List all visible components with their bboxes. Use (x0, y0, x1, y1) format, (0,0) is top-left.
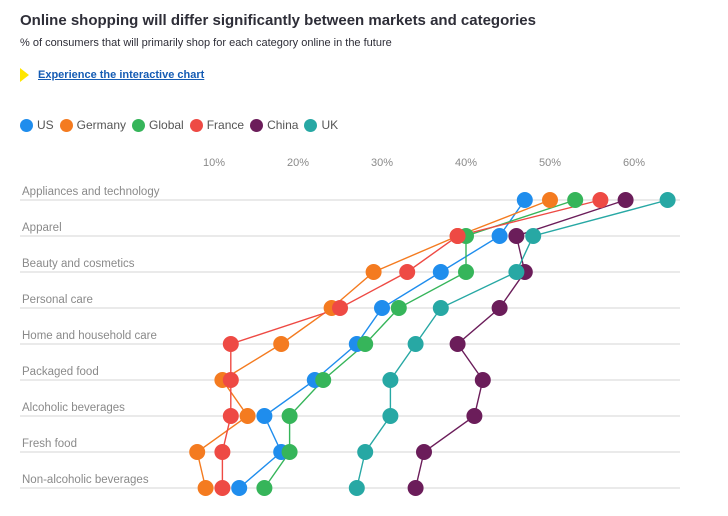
x-tick-label: 10% (203, 157, 225, 169)
data-point-germany (197, 480, 214, 496)
category-label: Apparel (22, 222, 62, 234)
x-tick-label: 30% (371, 157, 393, 169)
data-point-us (491, 228, 508, 244)
data-point-global (390, 300, 407, 316)
play-arrow-icon (20, 68, 29, 82)
data-point-germany (365, 264, 382, 280)
legend-item-france[interactable]: France (189, 118, 245, 132)
data-point-us (374, 300, 390, 316)
data-point-uk (348, 480, 365, 496)
legend-dot (59, 118, 73, 132)
legend-dot (304, 118, 318, 132)
data-point-france (222, 336, 239, 352)
data-point-china (407, 480, 424, 496)
data-point-uk (357, 444, 374, 460)
data-point-france (222, 372, 239, 388)
data-point-france (214, 444, 231, 460)
data-point-uk (508, 264, 525, 280)
page-title: Online shopping will differ significantl… (20, 12, 536, 29)
legend-item-germany[interactable]: Germany (59, 118, 127, 132)
x-tick-label: 40% (455, 157, 477, 169)
data-point-global (458, 264, 474, 280)
legend-label: US (37, 118, 54, 132)
data-point-china (449, 336, 466, 352)
data-point-france (399, 264, 416, 280)
data-point-germany (542, 192, 558, 208)
legend-dot (132, 118, 146, 132)
legend-label: UK (321, 118, 339, 132)
category-label: Home and household care (22, 330, 157, 342)
data-point-us (231, 480, 248, 496)
data-point-uk (382, 408, 399, 424)
legend-dot (20, 118, 33, 132)
data-point-france (214, 480, 231, 496)
data-point-uk (525, 228, 542, 244)
data-point-france (449, 228, 466, 244)
data-point-global (315, 372, 332, 388)
interactive-link-row: Experience the interactive chart (20, 68, 204, 82)
category-label: Non-alcoholic beverages (22, 474, 149, 486)
category-label: Appliances and technology (22, 186, 160, 198)
data-point-china (416, 444, 432, 460)
legend-dot (250, 118, 264, 132)
data-point-uk (382, 372, 399, 388)
data-point-global (567, 192, 584, 208)
legend-label: France (206, 118, 245, 132)
data-point-germany (273, 336, 290, 352)
data-point-uk (432, 300, 449, 316)
data-point-us (516, 192, 533, 208)
legend-label: Global (149, 118, 184, 132)
data-point-global (357, 336, 374, 352)
data-point-uk (659, 192, 676, 208)
category-label: Packaged food (22, 366, 99, 378)
legend-label: Germany (76, 118, 127, 132)
legend-dot (189, 118, 203, 132)
legend-item-uk[interactable]: UK (304, 118, 338, 132)
data-point-global (281, 408, 298, 424)
data-point-china (508, 228, 525, 244)
data-point-germany (189, 444, 206, 460)
data-point-germany (239, 408, 256, 424)
legend-item-global[interactable]: Global (132, 118, 184, 132)
chart-legend: US Germany Global France China UK (20, 118, 344, 132)
data-point-uk (407, 336, 424, 352)
x-tick-label: 20% (287, 157, 309, 169)
data-point-global (281, 444, 298, 460)
x-tick-label: 50% (539, 157, 561, 169)
category-label: Beauty and cosmetics (22, 258, 135, 270)
legend-item-china[interactable]: China (250, 118, 298, 132)
data-point-us (256, 408, 273, 424)
x-tick-label: 60% (623, 157, 645, 169)
legend-label: China (267, 118, 299, 132)
data-point-france (592, 192, 609, 208)
data-point-us (432, 264, 449, 280)
category-label: Alcoholic beverages (22, 402, 125, 414)
category-label: Fresh food (22, 438, 77, 450)
data-point-china (491, 300, 508, 316)
data-point-china (466, 408, 483, 424)
data-point-france (222, 408, 239, 424)
page-subtitle: % of consumers that will primarily shop … (20, 37, 392, 49)
data-point-china (617, 192, 634, 208)
data-point-global (256, 480, 273, 496)
legend-item-us[interactable]: US (20, 118, 54, 132)
data-point-china (474, 372, 491, 388)
data-point-france (332, 300, 348, 316)
interactive-chart-link[interactable]: Experience the interactive chart (38, 69, 205, 81)
category-label: Personal care (22, 294, 93, 306)
